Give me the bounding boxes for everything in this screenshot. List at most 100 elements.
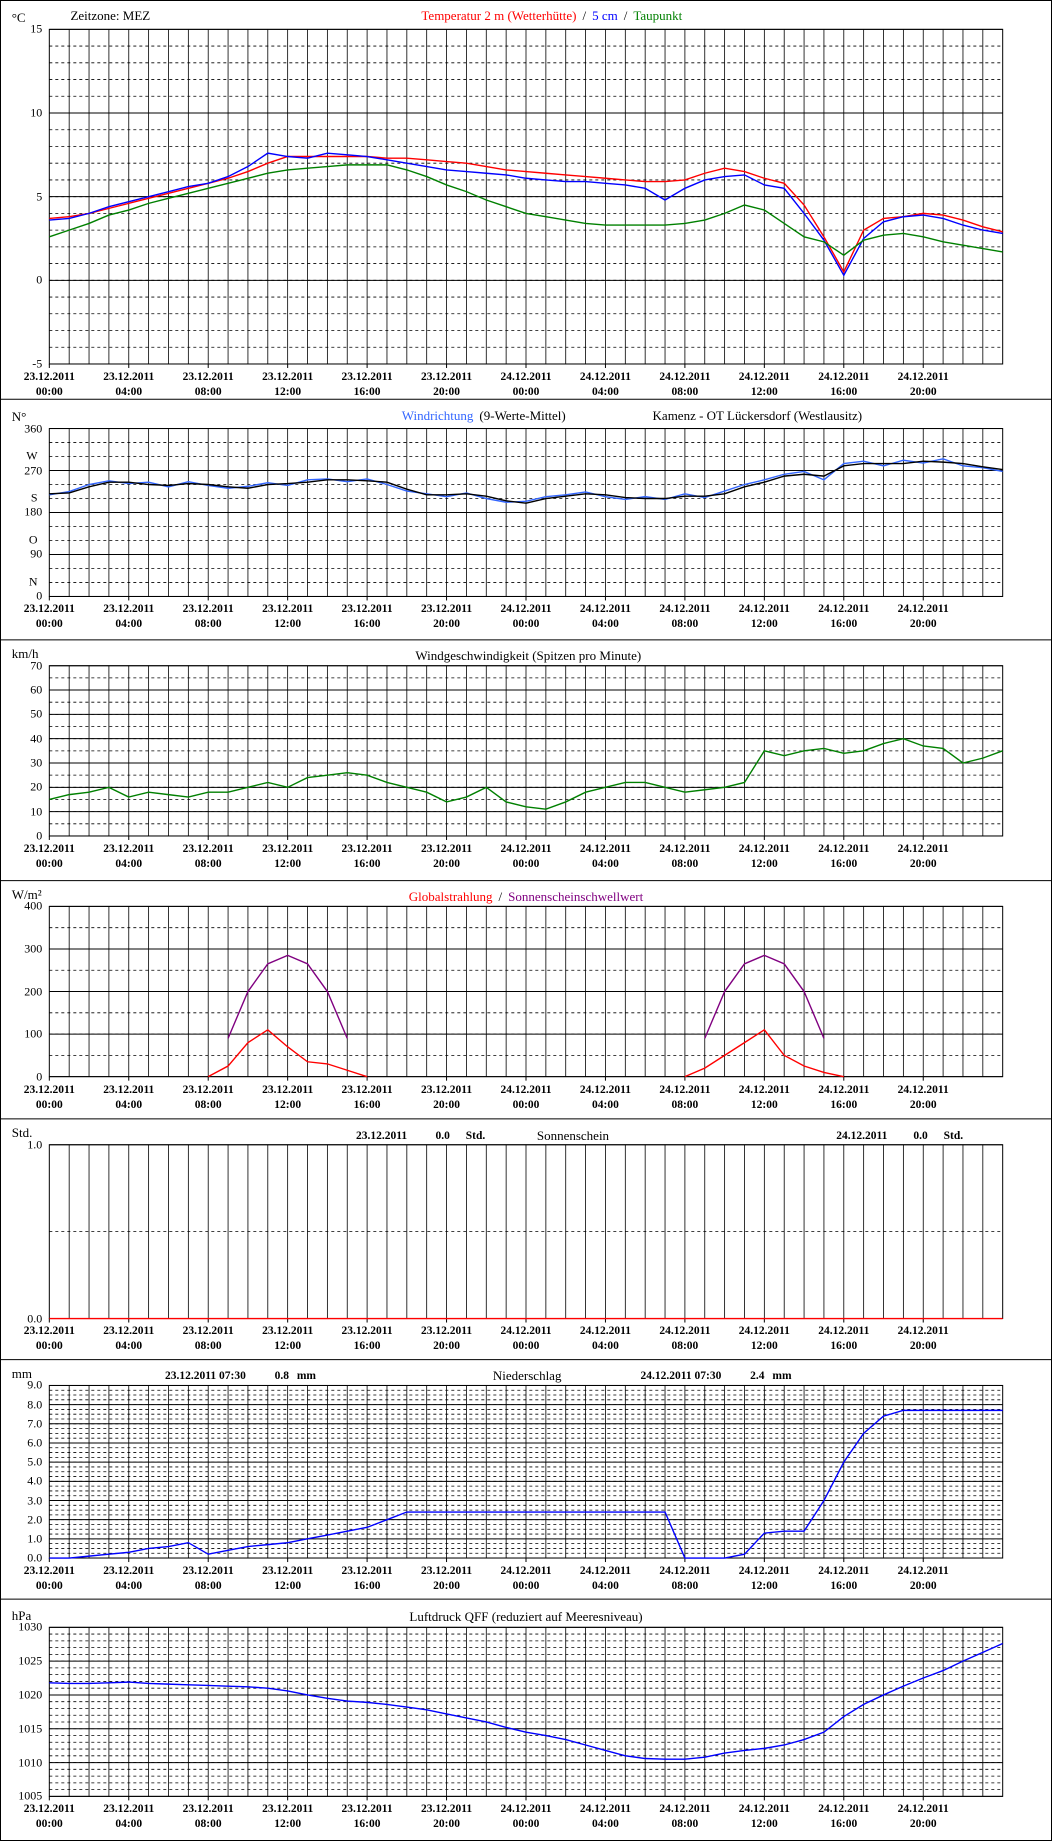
x-tick-label: 24.12.2011 08:00 bbox=[659, 603, 711, 631]
y-tick-label: 0 bbox=[36, 588, 43, 603]
y-tick-label: 90 bbox=[30, 546, 43, 561]
y-tick-label: 1005 bbox=[18, 1788, 43, 1803]
x-tick-label: 23.12.2011 16:00 bbox=[341, 1564, 393, 1592]
y-tick-label: 70 bbox=[30, 658, 43, 673]
x-tick-label: 24.12.2011 12:00 bbox=[738, 1803, 790, 1831]
x-tick-label: 23.12.2011 16:00 bbox=[341, 1325, 393, 1353]
annotation: 0.8 bbox=[274, 1370, 289, 1382]
chart-title: Kamenz - OT Lückersdorf (Westlausitz) bbox=[652, 407, 863, 423]
x-tick-label: 23.12.2011 00:00 bbox=[23, 1325, 75, 1353]
x-tick-label: 24.12.2011 16:00 bbox=[818, 603, 870, 631]
x-tick-label: 24.12.2011 16:00 bbox=[818, 1564, 870, 1592]
timezone-label: Zeitzone: MEZ bbox=[70, 8, 151, 24]
x-tick-label: 24.12.2011 12:00 bbox=[738, 370, 790, 398]
x-tick-label: 23.12.2011 04:00 bbox=[103, 1325, 155, 1353]
plot-frame bbox=[48, 1384, 1004, 1559]
annotation: 0.0 bbox=[913, 1130, 928, 1143]
y-tick-label: 15 bbox=[30, 21, 43, 36]
x-tick-label: 23.12.2011 20:00 bbox=[420, 842, 473, 870]
y-tick-label: 50 bbox=[30, 706, 43, 721]
x-tick-label: 23.12.2011 00:00 bbox=[23, 842, 75, 870]
y-tick-label: 0 bbox=[36, 272, 43, 287]
y-tick-label: 5 bbox=[36, 189, 43, 204]
x-tick-label: 24.12.2011 08:00 bbox=[659, 1325, 711, 1353]
annotation: 2.4 bbox=[750, 1370, 765, 1382]
x-tick-label: 23.12.2011 08:00 bbox=[182, 370, 234, 398]
x-tick-label: 23.12.2011 08:00 bbox=[182, 842, 234, 870]
x-tick-label: 24.12.2011 00:00 bbox=[500, 370, 552, 398]
x-tick-label: 24.12.2011 12:00 bbox=[738, 1325, 790, 1353]
x-tick-label: 23.12.2011 08:00 bbox=[182, 1803, 234, 1831]
x-tick-label: 24.12.2011 04:00 bbox=[579, 1564, 631, 1592]
x-tick-label: 24.12.2011 16:00 bbox=[818, 1083, 870, 1111]
x-tick-label: 23.12.2011 16:00 bbox=[341, 842, 393, 870]
x-tick-label: 24.12.2011 20:00 bbox=[897, 370, 949, 398]
annotation: 24.12.2011 bbox=[836, 1130, 888, 1143]
y-tick-label: 200 bbox=[24, 984, 43, 999]
x-tick-label: 24.12.2011 00:00 bbox=[500, 1325, 552, 1353]
x-tick-label: 23.12.2011 00:00 bbox=[23, 1803, 75, 1831]
x-tick-label: 23.12.2011 04:00 bbox=[103, 1083, 155, 1111]
legend-separator: / bbox=[498, 888, 503, 904]
y-tick-label: 3.0 bbox=[27, 1493, 43, 1507]
chart-title: Luftdruck QFF (reduziert auf Meeresnivea… bbox=[409, 1608, 643, 1624]
x-tick-label: 23.12.2011 00:00 bbox=[23, 1564, 75, 1592]
unit-label: Std. bbox=[11, 1124, 33, 1140]
annotation: 23.12.2011 07:30 bbox=[165, 1370, 246, 1382]
y-tick-label: 100 bbox=[24, 1026, 43, 1041]
x-tick-label: 24.12.2011 04:00 bbox=[579, 1083, 631, 1111]
annotation: mm bbox=[296, 1370, 317, 1382]
y-tick-label: 6.0 bbox=[27, 1435, 43, 1450]
unit-label: hPa bbox=[11, 1607, 32, 1623]
legend-entry: Sonnenscheinschwellwert bbox=[508, 888, 644, 904]
x-tick-label: 24.12.2011 04:00 bbox=[579, 1325, 631, 1353]
y-tick-label: 1025 bbox=[18, 1653, 43, 1668]
x-tick-label: 23.12.2011 12:00 bbox=[262, 1803, 314, 1831]
chart-title: Niederschlag bbox=[492, 1368, 562, 1383]
x-tick-label: 23.12.2011 16:00 bbox=[341, 370, 393, 398]
y-tick-label: 0 bbox=[36, 828, 43, 843]
legend-separator: / bbox=[582, 8, 587, 24]
x-tick-label: 23.12.2011 12:00 bbox=[262, 842, 314, 870]
plot-frame bbox=[48, 428, 1004, 597]
x-tick-label: 24.12.2011 00:00 bbox=[500, 842, 552, 870]
x-tick-label: 23.12.2011 08:00 bbox=[182, 603, 234, 631]
x-tick-label: 24.12.2011 04:00 bbox=[579, 1803, 631, 1831]
data-line bbox=[207, 1028, 844, 1078]
y-tick-label: 270 bbox=[24, 463, 43, 478]
y-tick-label: 0.0 bbox=[27, 1311, 43, 1326]
y-tick-label: 10 bbox=[30, 804, 43, 819]
x-tick-label: 24.12.2011 08:00 bbox=[659, 1083, 711, 1111]
x-tick-label: 24.12.2011 20:00 bbox=[897, 1325, 949, 1353]
y-tick-label: 1015 bbox=[18, 1721, 43, 1736]
y-tick-label: 1.0 bbox=[27, 1137, 43, 1152]
direction-label: S bbox=[30, 490, 38, 505]
y-tick-label: 10 bbox=[30, 105, 43, 120]
x-tick-label: 24.12.2011 16:00 bbox=[818, 370, 870, 398]
x-tick-label: 23.12.2011 08:00 bbox=[182, 1564, 234, 1592]
data-line bbox=[49, 1409, 1003, 1559]
x-tick-label: 24.12.2011 08:00 bbox=[659, 1564, 711, 1592]
unit-label: N° bbox=[11, 408, 27, 424]
x-tick-label: 23.12.2011 12:00 bbox=[262, 603, 314, 631]
y-tick-label: 40 bbox=[30, 731, 43, 746]
legend-entry: Taupunkt bbox=[633, 8, 683, 24]
x-tick-label: 24.12.2011 08:00 bbox=[659, 370, 711, 398]
y-tick-label: 8.0 bbox=[27, 1397, 43, 1412]
y-tick-label: 360 bbox=[24, 421, 43, 436]
x-tick-label: 23.12.2011 20:00 bbox=[420, 603, 473, 631]
y-tick-label: 20 bbox=[30, 779, 43, 794]
x-tick-label: 24.12.2011 16:00 bbox=[818, 842, 870, 870]
x-tick-label: 24.12.2011 08:00 bbox=[659, 842, 711, 870]
y-tick-label: 300 bbox=[24, 941, 43, 956]
y-tick-label: 5.0 bbox=[27, 1454, 43, 1469]
x-tick-label: 23.12.2011 16:00 bbox=[341, 603, 393, 631]
legend: Temperatur 2 m (Wetterhütte) / 5 cm / Taupun… bbox=[418, 9, 685, 23]
legend-entry: Globalstrahlung bbox=[408, 888, 493, 904]
x-tick-label: 23.12.2011 00:00 bbox=[23, 1083, 75, 1111]
x-tick-label: 23.12.2011 20:00 bbox=[420, 1803, 473, 1831]
x-tick-label: 23.12.2011 00:00 bbox=[23, 370, 75, 398]
y-tick-label: -5 bbox=[32, 356, 43, 371]
y-tick-label: 60 bbox=[30, 682, 43, 697]
